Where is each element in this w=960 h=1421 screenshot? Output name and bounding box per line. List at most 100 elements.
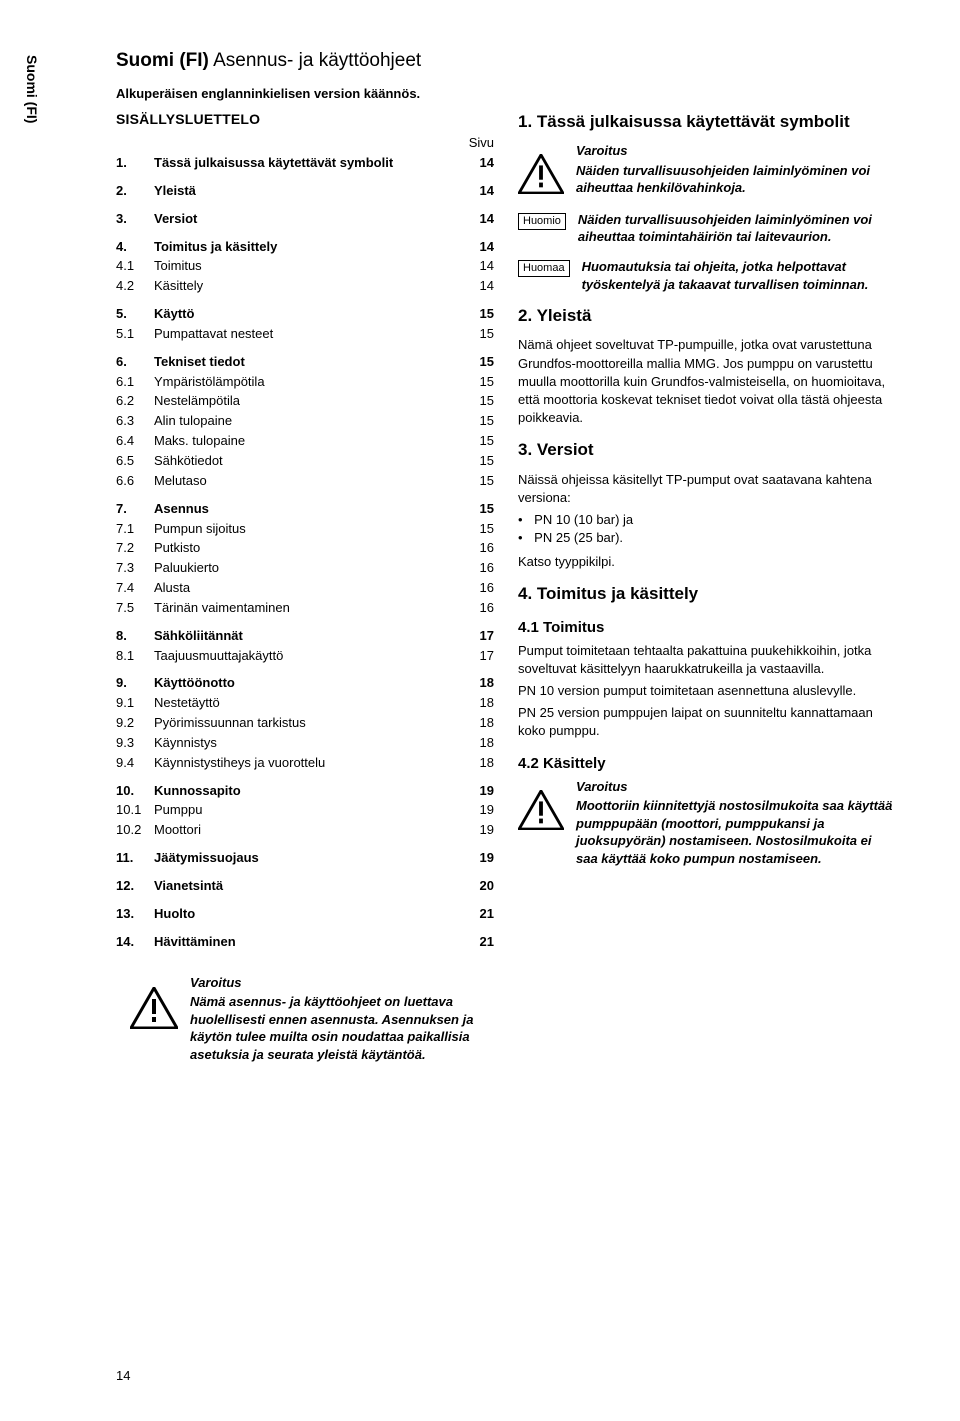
left-column: SISÄLLYSLUETTELO Sivu 1.Tässä julkaisuss… xyxy=(116,111,494,1063)
toc-label: Vianetsintä xyxy=(154,877,466,896)
toc-label: Asennus xyxy=(154,500,466,519)
toc-label: Käynnistys xyxy=(154,734,466,753)
toc-label: Käyttöönotto xyxy=(154,674,466,693)
warning-1-text: Varoitus Näiden turvallisuusohjeiden lai… xyxy=(576,142,896,197)
toc-number: 7. xyxy=(116,500,154,519)
toc-row: 9.4Käynnistystiheys ja vuorottelu18 xyxy=(116,754,494,773)
toc-label: Maks. tulopaine xyxy=(154,432,466,451)
toc-label: Pumpattavat nesteet xyxy=(154,325,466,344)
toc-row: 9.1Nestetäyttö18 xyxy=(116,694,494,713)
toc-page: 18 xyxy=(466,714,494,733)
toc-label: Tässä julkaisussa käytettävät symbolit xyxy=(154,154,466,173)
toc-label: Käyttö xyxy=(154,305,466,324)
toc-number: 6.5 xyxy=(116,452,154,471)
toc-label: Jäätymissuojaus xyxy=(154,849,466,868)
toc-label: Moottori xyxy=(154,821,466,840)
toc-row: 11.Jäätymissuojaus19 xyxy=(116,849,494,868)
toc-row: 6.5Sähkötiedot15 xyxy=(116,452,494,471)
toc-page: 15 xyxy=(466,373,494,392)
toc-label: Hävittäminen xyxy=(154,933,466,952)
toc-number: 9.3 xyxy=(116,734,154,753)
toc-number: 11. xyxy=(116,849,154,868)
toc-page: 19 xyxy=(466,801,494,820)
toc-number: 13. xyxy=(116,905,154,924)
warning-icon xyxy=(518,790,564,830)
list-item: PN 25 (25 bar). xyxy=(518,529,896,547)
toc-page: 16 xyxy=(466,599,494,618)
toc-number: 4. xyxy=(116,238,154,257)
toc-number: 6. xyxy=(116,353,154,372)
toc-label: Alusta xyxy=(154,579,466,598)
toc-label: Kunnossapito xyxy=(154,782,466,801)
toc-label: Tärinän vaimentaminen xyxy=(154,599,466,618)
section-4-2-heading: 4.2 Käsittely xyxy=(518,755,896,772)
toc-heading: SISÄLLYSLUETTELO xyxy=(116,111,494,127)
toc-page: 15 xyxy=(466,472,494,491)
warning-icon xyxy=(130,987,178,1029)
toc-label: Toimitus xyxy=(154,257,466,276)
toc-number: 2. xyxy=(116,182,154,201)
toc-label: Huolto xyxy=(154,905,466,924)
toc-label: Sähköliitännät xyxy=(154,627,466,646)
page-number: 14 xyxy=(116,1368,130,1383)
subtitle: Alkuperäisen englanninkielisen version k… xyxy=(116,86,906,101)
toc-label: Toimitus ja käsittely xyxy=(154,238,466,257)
toc-row: 5.Käyttö15 xyxy=(116,305,494,324)
toc-number: 7.1 xyxy=(116,520,154,539)
toc-number: 9. xyxy=(116,674,154,693)
toc-row: 5.1Pumpattavat nesteet15 xyxy=(116,325,494,344)
toc-page: 15 xyxy=(466,500,494,519)
toc-page: 14 xyxy=(466,210,494,229)
toc-label: Sähkötiedot xyxy=(154,452,466,471)
toc-label: Pumppu xyxy=(154,801,466,820)
toc-page: 14 xyxy=(466,238,494,257)
toc-label: Pumpun sijoitus xyxy=(154,520,466,539)
toc-number: 10.1 xyxy=(116,801,154,820)
toc-number: 5. xyxy=(116,305,154,324)
toc-number: 1. xyxy=(116,154,154,173)
toc-label: Pyörimissuunnan tarkistus xyxy=(154,714,466,733)
left-warning-text: Varoitus Nämä asennus- ja käyttöohjeet o… xyxy=(190,974,480,1064)
huomio-text: Näiden turvallisuusohjeiden laiminlyömin… xyxy=(578,211,896,246)
toc-row: 4.Toimitus ja käsittely14 xyxy=(116,238,494,257)
toc-number: 4.2 xyxy=(116,277,154,296)
toc-page: 15 xyxy=(466,305,494,324)
huomaa-row: Huomaa Huomautuksia tai ohjeita, jotka h… xyxy=(518,258,896,293)
toc-page: 19 xyxy=(466,821,494,840)
toc-page: 16 xyxy=(466,559,494,578)
toc-label: Nestetäyttö xyxy=(154,694,466,713)
toc-page: 15 xyxy=(466,520,494,539)
toc-page: 14 xyxy=(466,182,494,201)
side-tab-label: Suomi (FI) xyxy=(24,55,40,123)
toc-number: 8. xyxy=(116,627,154,646)
toc-row: 8.Sähköliitännät17 xyxy=(116,627,494,646)
toc-page: 21 xyxy=(466,905,494,924)
toc-row: 7.Asennus15 xyxy=(116,500,494,519)
toc-row: 6.2Nestelämpötila15 xyxy=(116,392,494,411)
section-4-1-p3: PN 25 version pumppujen laipat on suunni… xyxy=(518,704,896,740)
toc-page: 15 xyxy=(466,392,494,411)
list-item: PN 10 (10 bar) ja xyxy=(518,511,896,529)
toc-number: 7.4 xyxy=(116,579,154,598)
toc-row: 13.Huolto21 xyxy=(116,905,494,924)
toc-label: Yleistä xyxy=(154,182,466,201)
warning-2-title: Varoitus xyxy=(576,778,896,796)
toc-label: Nestelämpötila xyxy=(154,392,466,411)
toc-number: 4.1 xyxy=(116,257,154,276)
section-3-footer: Katso tyyppikilpi. xyxy=(518,553,896,571)
title-language: Suomi (FI) xyxy=(116,50,209,71)
toc-page: 18 xyxy=(466,754,494,773)
toc-row: 9.Käyttöönotto18 xyxy=(116,674,494,693)
toc-label: Melutaso xyxy=(154,472,466,491)
section-4-heading: 4. Toimitus ja käsittely xyxy=(518,583,896,604)
toc-row: 6.1Ympäristölämpötila15 xyxy=(116,373,494,392)
toc-row: 9.3Käynnistys18 xyxy=(116,734,494,753)
section-2-body: Nämä ohjeet soveltuvat TP-pumpuille, jot… xyxy=(518,336,896,427)
toc-label: Putkisto xyxy=(154,539,466,558)
toc-number: 6.3 xyxy=(116,412,154,431)
toc-page: 17 xyxy=(466,647,494,666)
toc-page: 15 xyxy=(466,432,494,451)
toc-number: 6.4 xyxy=(116,432,154,451)
huomio-tag: Huomio xyxy=(518,213,566,230)
toc-row: 4.2Käsittely14 xyxy=(116,277,494,296)
